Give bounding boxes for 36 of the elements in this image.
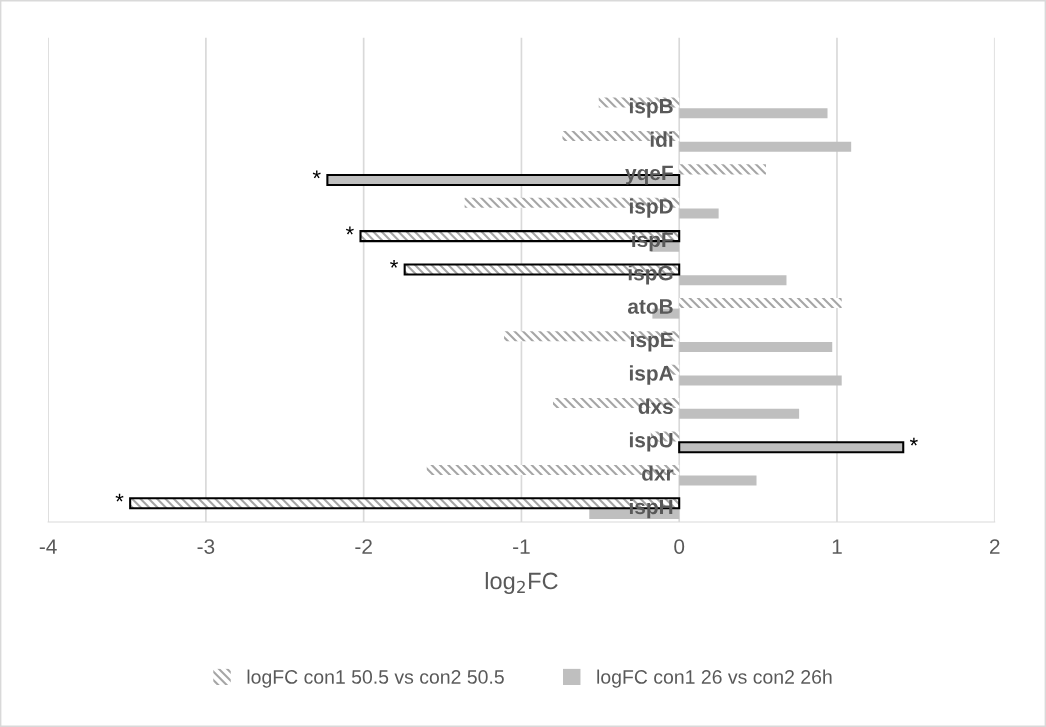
x-tick-label: -4	[39, 539, 57, 554]
x-tick-label: -3	[197, 539, 215, 554]
annotation: *	[115, 493, 124, 502]
y-tick-label: ispD	[629, 198, 673, 218]
x-tick-label: 1	[832, 539, 842, 554]
y-tick-label: dxs	[638, 398, 673, 415]
y-tick-label: dxr	[642, 465, 674, 481]
y-tick-label: atoB	[627, 299, 673, 314]
bar	[679, 375, 842, 386]
y-tick-label: ispA	[629, 365, 674, 385]
y-tick-label: yqeF	[625, 165, 673, 185]
annotation: *	[909, 437, 918, 446]
bar	[679, 141, 852, 152]
bar	[679, 297, 842, 308]
bar	[679, 408, 800, 419]
y-tick-label: ispF	[632, 231, 673, 252]
bar	[679, 208, 719, 219]
bar	[679, 164, 766, 175]
bar	[679, 108, 828, 119]
annotation: *	[312, 170, 321, 179]
y-tick-label: ispE	[631, 331, 673, 352]
legend-label: logFC con1 26 vs con2 26h	[597, 669, 832, 688]
bar	[679, 275, 787, 286]
bar	[679, 475, 757, 486]
x-tick-label: -2	[355, 539, 372, 554]
y-tick-label: ispU	[629, 432, 673, 452]
x-tick-label: 2	[990, 539, 1000, 554]
y-tick-label: idi	[650, 131, 673, 147]
annotation: *	[345, 226, 354, 235]
bar	[679, 342, 833, 353]
x-axis-title: log$_{2}$FC	[485, 571, 558, 594]
x-tick-label: -1	[513, 539, 530, 554]
annotation: *	[390, 260, 399, 268]
legend-label: logFC con1 50.5 vs con2 50.5	[247, 669, 504, 688]
x-tick-label: 0	[674, 539, 685, 554]
y-tick-label: ispB	[629, 98, 673, 118]
